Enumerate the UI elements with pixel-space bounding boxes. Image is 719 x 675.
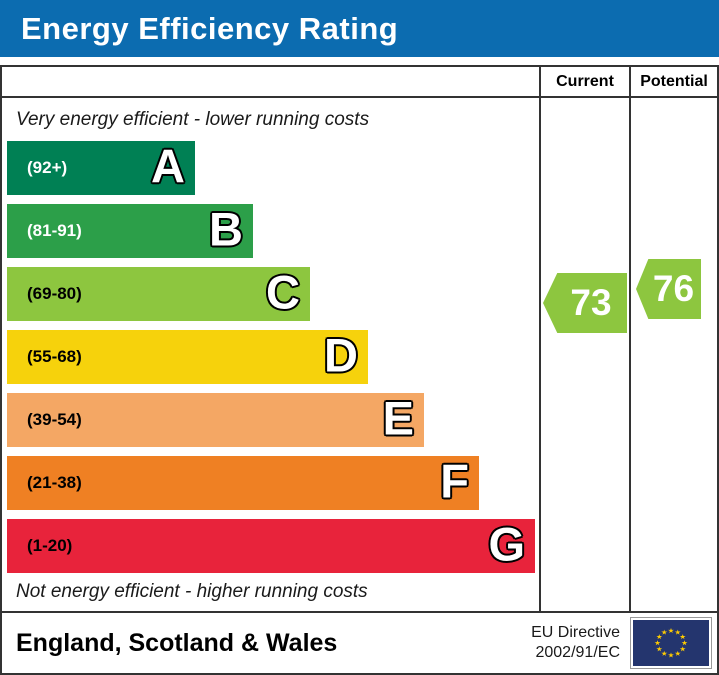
top-note: Very energy efficient - lower running co… (16, 109, 370, 130)
band-letter: D (324, 328, 358, 382)
bands-header-cell (2, 67, 539, 98)
band-row-f: (21-38) F (7, 456, 479, 510)
band-row-a: (92+) A (7, 141, 195, 195)
band-letter: A (151, 139, 185, 193)
current-body: 73 (541, 98, 629, 611)
bands-column: Very energy efficient - lower running co… (2, 67, 539, 611)
band-range-label: (81-91) (27, 221, 82, 240)
eu-directive-line1: EU Directive (531, 624, 620, 641)
band-row-d: (55-68) D (7, 330, 368, 384)
band-letter: E (382, 391, 414, 445)
potential-column: Potential 76 (629, 67, 717, 611)
band-range-label: (39-54) (27, 410, 82, 429)
band-range-label: (69-80) (27, 284, 82, 303)
footer-bar: England, Scotland & Wales EU Directive 2… (0, 611, 719, 675)
band-range-label: (21-38) (27, 473, 82, 492)
potential-rating-value: 76 (652, 268, 695, 309)
band-row-b: (81-91) B (7, 204, 253, 258)
current-header: Current (541, 67, 629, 98)
eu-directive-line2: 2002/91/EC (535, 644, 620, 661)
bands-body: Very energy efficient - lower running co… (2, 98, 539, 611)
page-title: Energy Efficiency Rating (21, 10, 399, 46)
band-row-c: (69-80) C (7, 267, 310, 321)
current-column: Current 73 (539, 67, 629, 611)
band-letter: B (209, 202, 243, 256)
current-rating-arrow: 73 (543, 273, 627, 333)
band-letter: C (266, 265, 300, 319)
eu-directive-label: EU Directive 2002/91/EC (531, 623, 620, 663)
rating-chart: Very energy efficient - lower running co… (0, 65, 719, 613)
eu-flag-svg (633, 620, 709, 666)
current-rating-value: 73 (570, 282, 612, 323)
band-range-label: (1-20) (27, 536, 73, 555)
band-range-label: (92+) (27, 158, 68, 177)
band-letter: F (440, 454, 469, 508)
eu-flag-icon (630, 617, 712, 669)
potential-header: Potential (631, 67, 717, 98)
band-letter: G (488, 517, 525, 571)
title-bar: Energy Efficiency Rating (0, 0, 719, 57)
bottom-note: Not energy efficient - higher running co… (16, 581, 368, 602)
potential-body: 76 (631, 98, 717, 611)
band-row-g: (1-20) G (7, 519, 535, 573)
region-label: England, Scotland & Wales (16, 628, 338, 657)
band-range-label: (55-68) (27, 347, 82, 366)
band-row-e: (39-54) E (7, 393, 424, 447)
potential-rating-arrow: 76 (636, 259, 701, 319)
